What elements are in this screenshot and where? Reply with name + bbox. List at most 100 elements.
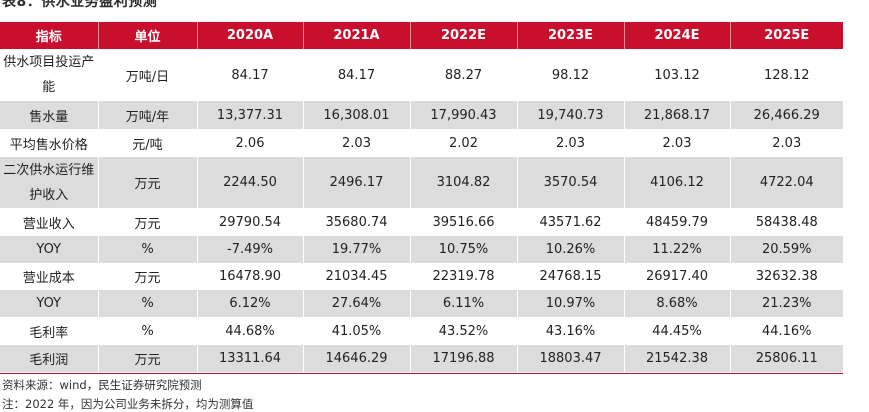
table-cell: 24768.15 xyxy=(517,263,625,290)
table-cell: 10.97% xyxy=(517,290,625,317)
row-unit: 万元 xyxy=(98,157,198,208)
table-cell: 2.02 xyxy=(410,129,518,157)
table-row: 二次供水运行维护收入 万元 2244.50 2496.17 3104.82 35… xyxy=(0,157,843,208)
table-cell: 2.06 xyxy=(197,129,304,157)
table-cell: 17196.88 xyxy=(410,345,518,372)
table-cell: 43.16% xyxy=(517,317,625,345)
column-header: 2025E xyxy=(730,22,843,49)
column-header: 2021A xyxy=(303,22,411,49)
row-label: 售水量 xyxy=(0,101,99,129)
table-cell: 88.27 xyxy=(410,49,518,101)
column-header: 指标 xyxy=(0,22,99,49)
row-unit: 元/吨 xyxy=(98,129,198,157)
table-cell: 2244.50 xyxy=(197,157,304,208)
table-cell: 6.12% xyxy=(197,290,304,317)
table-cell: 16478.90 xyxy=(197,263,304,290)
table-cell: 2.03 xyxy=(517,129,625,157)
table-cell: 2496.17 xyxy=(303,157,411,208)
table-cell: 26917.40 xyxy=(624,263,731,290)
table-cell: 2.03 xyxy=(730,129,843,157)
column-header: 2023E xyxy=(517,22,625,49)
table-cell: 41.05% xyxy=(303,317,411,345)
table-row: 毛利润 万元 13311.64 14646.29 17196.88 18803.… xyxy=(0,345,843,372)
row-unit: % xyxy=(98,290,198,317)
row-label: YOY xyxy=(0,290,99,317)
table-cell: 43571.62 xyxy=(517,208,625,236)
table-row: 毛利率 % 44.68% 41.05% 43.52% 43.16% 44.45%… xyxy=(0,317,843,345)
row-label: 供水项目投运产能 xyxy=(0,49,99,101)
table-cell: 20.59% xyxy=(730,236,843,263)
row-unit: 万元 xyxy=(98,263,198,290)
table-cell: 14646.29 xyxy=(303,345,411,372)
table-cell: 27.64% xyxy=(303,290,411,317)
table-row: 平均售水价格 元/吨 2.06 2.03 2.02 2.03 2.03 2.03 xyxy=(0,129,843,157)
row-label: 毛利率 xyxy=(0,317,99,345)
source-note: 资料来源：wind，民生证券研究院预测 xyxy=(2,378,202,392)
table-cell: 35680.74 xyxy=(303,208,411,236)
table-row: YOY % -7.49% 19.77% 10.75% 10.26% 11.22%… xyxy=(0,236,843,263)
table-cell: 43.52% xyxy=(410,317,518,345)
table-cell: 21034.45 xyxy=(303,263,411,290)
table-row: 营业收入 万元 29790.54 35680.74 39516.66 43571… xyxy=(0,208,843,236)
table-row: 售水量 万吨/年 13,377.31 16,308.01 17,990.43 1… xyxy=(0,101,843,129)
table-cell: 128.12 xyxy=(730,49,843,101)
row-label: 营业成本 xyxy=(0,263,99,290)
table-cell: 103.12 xyxy=(624,49,731,101)
row-label: 毛利润 xyxy=(0,345,99,372)
table-cell: 19,740.73 xyxy=(517,101,625,129)
row-unit: 万元 xyxy=(98,208,198,236)
table-cell: 25806.11 xyxy=(730,345,843,372)
table-cell: 17,990.43 xyxy=(410,101,518,129)
row-unit: 万元 xyxy=(98,345,198,372)
row-label: YOY xyxy=(0,236,99,263)
row-unit: 万吨/日 xyxy=(98,49,198,101)
table-cell: 21,868.17 xyxy=(624,101,731,129)
table-cell: 22319.78 xyxy=(410,263,518,290)
table-cell: 11.22% xyxy=(624,236,731,263)
table-cell: 8.68% xyxy=(624,290,731,317)
table-cell: 2.03 xyxy=(624,129,731,157)
column-header: 2020A xyxy=(197,22,304,49)
table-cell: 84.17 xyxy=(197,49,304,101)
table-cell: 2.03 xyxy=(303,129,411,157)
table-cell: 4722.04 xyxy=(730,157,843,208)
table-cell: 39516.66 xyxy=(410,208,518,236)
column-header: 2024E xyxy=(624,22,731,49)
table-title: 表8：供水业务盈利预测 xyxy=(2,0,158,10)
table-cell: 3570.54 xyxy=(517,157,625,208)
table-cell: 21542.38 xyxy=(624,345,731,372)
table-row: 供水项目投运产能 万吨/日 84.17 84.17 88.27 98.12 10… xyxy=(0,49,843,101)
table-cell: 29790.54 xyxy=(197,208,304,236)
table-cell: 21.23% xyxy=(730,290,843,317)
column-header: 2022E xyxy=(410,22,518,49)
table-cell: 19.77% xyxy=(303,236,411,263)
column-header: 单位 xyxy=(98,22,198,49)
row-unit: % xyxy=(98,236,198,263)
table-row: 营业成本 万元 16478.90 21034.45 22319.78 24768… xyxy=(0,263,843,290)
table-cell: 44.16% xyxy=(730,317,843,345)
table-bottom-rule xyxy=(0,373,843,374)
row-label: 二次供水运行维护收入 xyxy=(0,157,99,208)
table-cell: -7.49% xyxy=(197,236,304,263)
row-label: 营业收入 xyxy=(0,208,99,236)
table-row: YOY % 6.12% 27.64% 6.11% 10.97% 8.68% 21… xyxy=(0,290,843,317)
table-cell: 6.11% xyxy=(410,290,518,317)
table-cell: 13,377.31 xyxy=(197,101,304,129)
table-cell: 13311.64 xyxy=(197,345,304,372)
table-cell: 10.26% xyxy=(517,236,625,263)
table-cell: 18803.47 xyxy=(517,345,625,372)
table-cell: 44.45% xyxy=(624,317,731,345)
table-cell: 58438.48 xyxy=(730,208,843,236)
table-cell: 3104.82 xyxy=(410,157,518,208)
header-row: 指标 单位 2020A 2021A 2022E 2023E 2024E 2025… xyxy=(0,22,843,49)
row-unit: % xyxy=(98,317,198,345)
table-cell: 16,308.01 xyxy=(303,101,411,129)
row-label: 平均售水价格 xyxy=(0,129,99,157)
table-cell: 44.68% xyxy=(197,317,304,345)
table-cell: 98.12 xyxy=(517,49,625,101)
table-cell: 32632.38 xyxy=(730,263,843,290)
forecast-table: 指标 单位 2020A 2021A 2022E 2023E 2024E 2025… xyxy=(0,22,843,372)
table-cell: 4106.12 xyxy=(624,157,731,208)
row-unit: 万吨/年 xyxy=(98,101,198,129)
table-cell: 26,466.29 xyxy=(730,101,843,129)
